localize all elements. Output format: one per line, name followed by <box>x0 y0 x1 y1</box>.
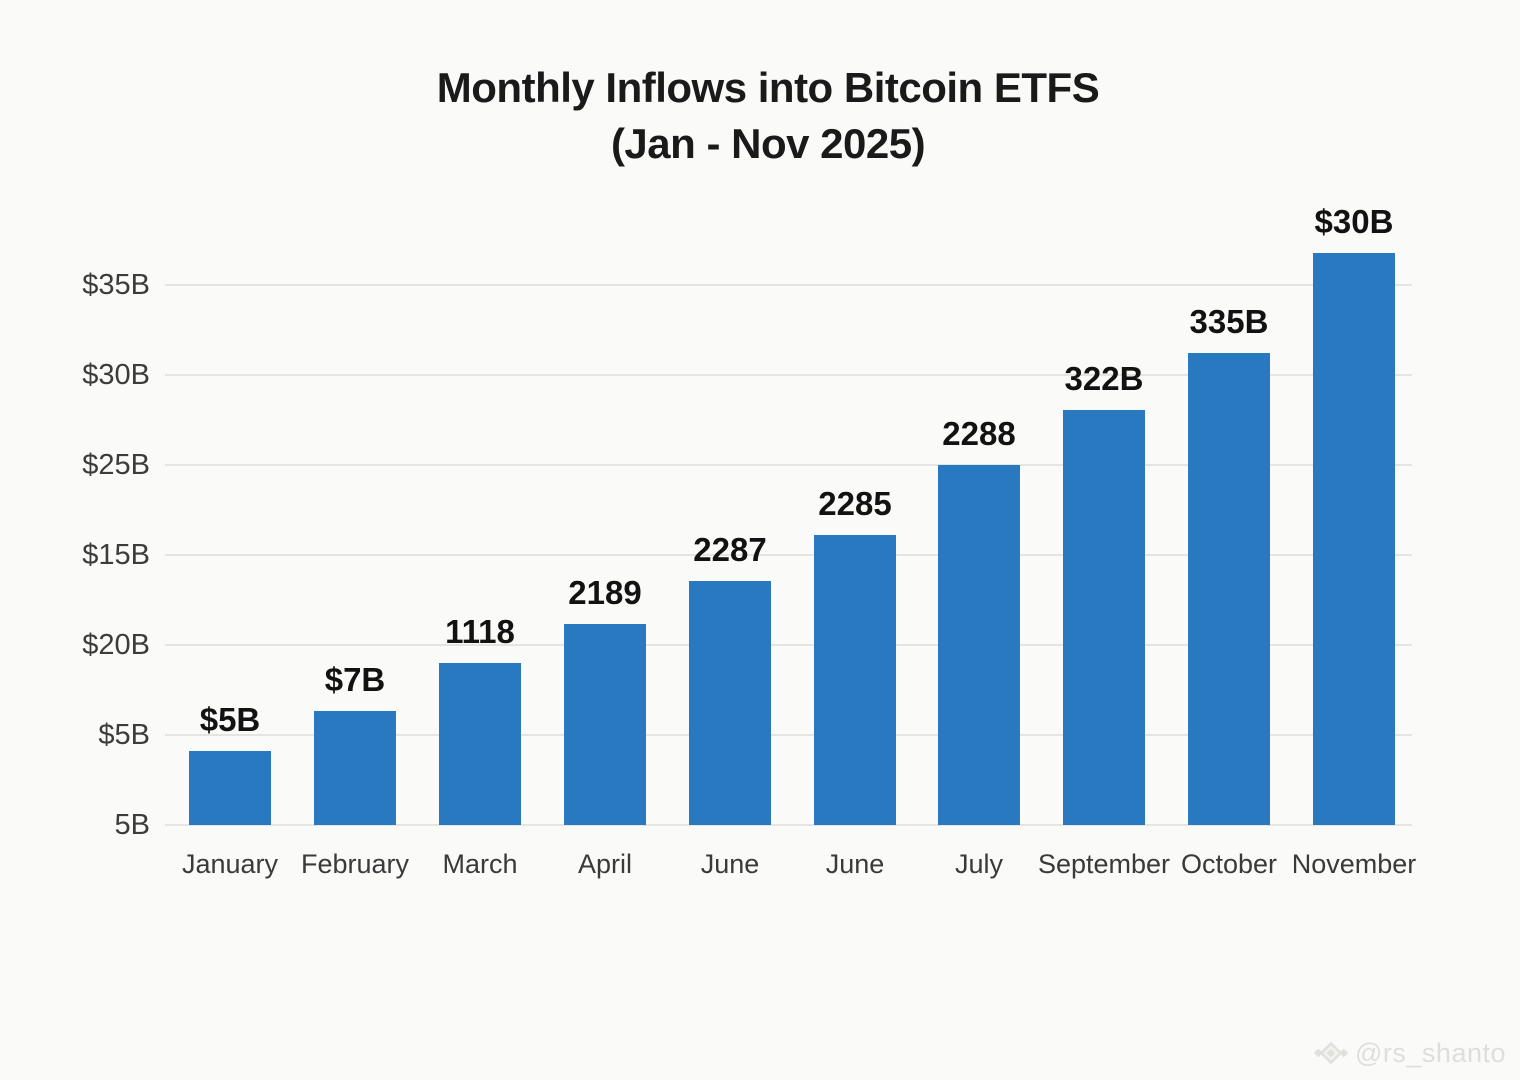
bar-value-label: 2189 <box>568 574 642 611</box>
gridline <box>165 284 1412 286</box>
bar-value-label: $5B <box>199 701 261 738</box>
bar-value-label: 322B <box>1064 360 1144 397</box>
gridline <box>165 554 1412 556</box>
y-axis-tick-label: $5B <box>98 719 150 751</box>
y-axis-tick-label: $20B <box>82 629 150 661</box>
bar-value-label: 335B <box>1189 303 1269 340</box>
x-axis-label: November <box>1291 849 1417 879</box>
chart-subtitle: (Jan - Nov 2025) <box>610 120 926 167</box>
bar <box>1188 353 1270 825</box>
x-axis-label: February <box>300 849 410 879</box>
y-axis-tick-label: $25B <box>82 449 150 481</box>
bar-value-label: 1118 <box>445 613 515 650</box>
y-axis-tick-label: $35B <box>82 269 150 301</box>
x-axis-label: January <box>181 849 279 879</box>
chart-title-block: Monthly Inflows into Bitcoin ETFS (Jan -… <box>0 60 1520 172</box>
bar-value-label: 2288 <box>942 415 1016 452</box>
bar <box>314 711 396 825</box>
bar <box>689 581 771 825</box>
bar <box>564 624 646 825</box>
x-axis-label: September <box>1037 849 1171 879</box>
bar <box>439 663 521 825</box>
bar <box>938 465 1020 825</box>
bar-value-label: $30B <box>1314 203 1394 240</box>
x-axis-label: April <box>577 849 632 879</box>
y-axis-tick-label: 5B <box>114 809 150 841</box>
x-axis-label: June <box>825 849 885 879</box>
y-axis-tick-label: $30B <box>82 359 150 391</box>
bar <box>1313 253 1395 825</box>
bar-value-label: $7B <box>324 661 386 698</box>
bar-value-label: 2285 <box>818 485 892 522</box>
gridline <box>165 374 1412 376</box>
bar <box>189 751 271 825</box>
gridline <box>165 464 1412 466</box>
bar <box>814 535 896 825</box>
gridline <box>165 734 1412 736</box>
y-axis-tick-label: $15B <box>82 539 150 571</box>
watermark: @rs_shanto <box>1314 1036 1506 1070</box>
x-axis-label: July <box>954 849 1003 879</box>
bar-value-label: 2287 <box>693 531 767 568</box>
gridline <box>165 644 1412 646</box>
chart-title: Monthly Inflows into Bitcoin ETFS <box>436 64 1100 111</box>
watermark-handle: @rs_shanto <box>1355 1037 1506 1068</box>
bar <box>1063 410 1145 825</box>
binance-diamond-icon <box>1314 1036 1349 1070</box>
x-axis-label: March <box>442 849 518 879</box>
x-axis-label: October <box>1180 849 1278 879</box>
gridline <box>165 824 1412 826</box>
x-axis-label: June <box>700 849 760 879</box>
